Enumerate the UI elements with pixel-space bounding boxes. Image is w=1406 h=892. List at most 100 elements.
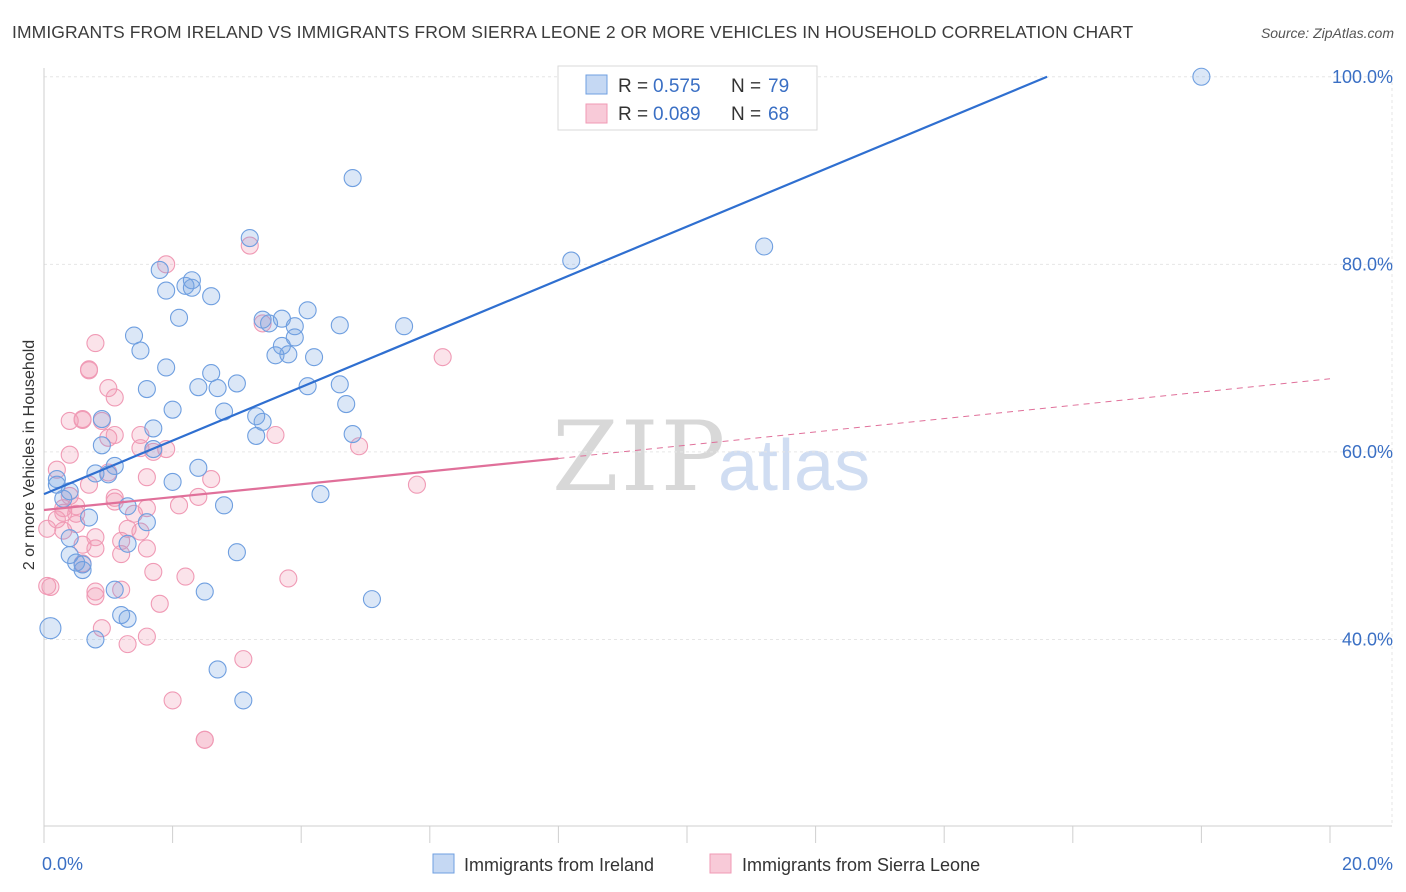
series-legend: Immigrants from Ireland Immigrants from …: [432, 853, 980, 875]
data-point-ireland: [266, 346, 285, 365]
data-point-ireland: [343, 168, 362, 188]
data-point-sierra: [433, 348, 452, 367]
data-point-ireland: [137, 513, 156, 532]
legend-r-value-ireland: 0.575: [653, 76, 701, 97]
data-point-sierra: [118, 635, 137, 654]
data-point-ireland: [253, 412, 272, 431]
data-point-sierra: [266, 425, 285, 445]
data-point-ireland: [118, 534, 137, 553]
data-point-ireland: [1192, 67, 1211, 86]
y-tick-label: 60.0%: [1342, 442, 1393, 462]
data-point-ireland: [562, 251, 581, 270]
chart-title: IMMIGRANTS FROM IRELAND VS IMMIGRANTS FR…: [12, 22, 1134, 42]
data-point-ireland: [131, 341, 150, 360]
y-axis-label: 2 or more Vehicles in Household: [21, 340, 38, 570]
data-point-sierra: [112, 545, 131, 564]
x-tick-labels: 0.0% 20.0%: [42, 854, 1393, 874]
data-point-ireland: [47, 470, 66, 489]
data-point-ireland: [118, 609, 137, 628]
axes: [43, 68, 1392, 843]
data-point-ireland: [343, 425, 362, 444]
data-point-ireland: [337, 394, 356, 414]
data-point-sierra: [86, 587, 105, 606]
data-point-ireland: [214, 496, 234, 515]
data-point-sierra: [195, 730, 214, 749]
x-tick-label-min: 0.0%: [42, 854, 83, 874]
data-point-ireland: [330, 375, 349, 394]
trend-line-sierra-dashed: [558, 378, 1331, 459]
data-point-ireland: [73, 555, 92, 574]
data-point-ireland: [163, 400, 182, 419]
data-point-ireland: [227, 374, 246, 393]
data-point-ireland: [285, 317, 304, 336]
data-point-sierra: [86, 582, 105, 601]
legend-n-value-sierra: 68: [768, 104, 789, 125]
data-point-sierra: [38, 519, 57, 538]
data-point-sierra: [279, 569, 298, 588]
data-point-sierra: [163, 691, 182, 710]
data-point-ireland: [330, 316, 349, 335]
bottom-legend-label-sierra: Immigrants from Sierra Leone: [742, 855, 980, 875]
data-point-ireland: [60, 545, 79, 565]
data-point-sierra: [105, 388, 124, 407]
data-point-sierra: [137, 468, 156, 487]
data-point-ireland: [60, 529, 79, 548]
data-point-ireland: [279, 345, 298, 364]
data-point-ireland: [150, 260, 169, 279]
data-point-ireland: [189, 458, 208, 477]
y-tick-label: 40.0%: [1342, 629, 1393, 649]
data-point-ireland: [298, 301, 317, 320]
data-point-sierra: [60, 445, 79, 464]
data-point-ireland: [182, 278, 201, 297]
data-point-sierra: [234, 650, 253, 669]
data-point-sierra: [137, 627, 156, 646]
legend-n-value-ireland: 79: [768, 76, 789, 97]
legend-r-label-ireland: R =: [618, 76, 648, 97]
data-point-ireland: [208, 379, 227, 398]
series-ireland-points: [39, 67, 1211, 710]
watermark: ZIP atlas: [552, 401, 870, 513]
data-point-sierra: [86, 528, 105, 547]
data-point-sierra: [202, 470, 221, 489]
data-point-sierra: [105, 425, 124, 445]
data-point-sierra: [79, 361, 99, 380]
data-point-sierra: [92, 619, 111, 638]
data-point-sierra: [112, 580, 131, 599]
y-tick-label: 80.0%: [1342, 254, 1393, 274]
data-point-ireland: [182, 271, 201, 290]
gridlines: [44, 70, 1393, 826]
data-point-sierra: [131, 522, 150, 541]
data-point-ireland: [137, 379, 156, 399]
data-point-ireland: [227, 543, 246, 562]
data-point-ireland: [362, 590, 381, 609]
data-point-ireland: [755, 237, 774, 256]
bottom-legend-swatch-sierra: [709, 853, 732, 874]
data-point-sierra: [99, 379, 118, 398]
bottom-legend-swatch-ireland: [432, 853, 455, 874]
data-point-ireland: [240, 229, 259, 248]
data-point-ireland: [169, 308, 189, 327]
data-point-sierra: [407, 475, 426, 494]
data-point-sierra: [47, 460, 66, 479]
legend-r-label-sierra: R =: [618, 104, 648, 125]
data-point-sierra: [189, 487, 208, 506]
watermark-atlas: atlas: [718, 426, 870, 506]
data-point-ireland: [395, 317, 414, 336]
data-point-ireland: [92, 410, 111, 429]
x-tick-label-max: 20.0%: [1342, 854, 1393, 874]
data-point-sierra: [240, 236, 259, 255]
data-point-ireland: [202, 364, 221, 383]
data-point-ireland: [202, 287, 221, 306]
data-point-ireland: [208, 660, 227, 679]
data-point-ireland: [124, 326, 144, 345]
data-point-sierra: [253, 314, 272, 333]
data-point-sierra: [176, 567, 195, 586]
data-point-ireland: [311, 485, 330, 504]
data-point-ireland: [92, 436, 111, 455]
data-point-ireland: [195, 582, 214, 601]
data-point-ireland: [163, 472, 182, 491]
y-tick-labels: 40.0% 60.0% 80.0% 100.0%: [1332, 67, 1393, 650]
stats-legend: R = 0.575 N = 79 R = 0.089 N = 68: [557, 65, 818, 131]
data-point-ireland: [157, 358, 176, 377]
